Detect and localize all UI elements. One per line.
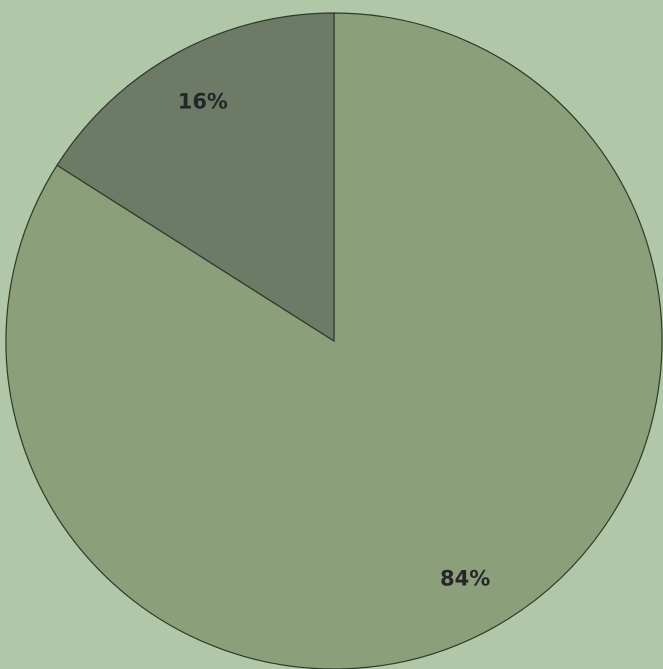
data-label: 16% (178, 89, 228, 113)
data-label: 84% (440, 567, 490, 591)
pie-slice (56, 12, 335, 343)
